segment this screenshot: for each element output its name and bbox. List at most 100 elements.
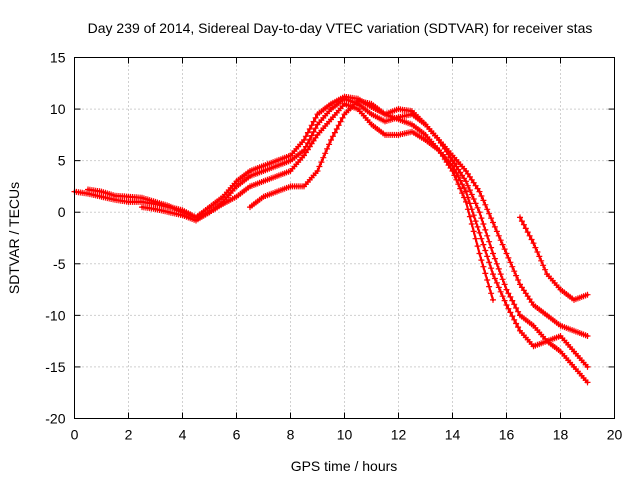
data-point	[248, 174, 252, 178]
x-tick-label: 6	[233, 427, 241, 443]
data-point	[491, 298, 495, 302]
data-point	[424, 138, 427, 142]
data-point	[262, 195, 265, 199]
data-point	[370, 112, 373, 116]
data-point	[491, 252, 495, 255]
data-point	[140, 200, 144, 204]
data-point	[532, 345, 535, 348]
data-point	[262, 169, 265, 173]
data-point	[140, 205, 144, 209]
y-tick-label: 10	[50, 101, 66, 117]
data-point	[235, 179, 238, 183]
data-point	[127, 195, 130, 199]
data-point	[140, 196, 144, 200]
y-tick-label: 15	[50, 50, 66, 66]
data-point	[343, 112, 346, 116]
data-point	[572, 350, 576, 353]
data-point	[316, 123, 319, 126]
x-tick-label: 20	[607, 427, 623, 443]
data-point	[329, 107, 333, 111]
x-tick-label: 2	[125, 427, 133, 443]
series-track-d	[247, 97, 496, 303]
data-point	[316, 112, 319, 116]
data-point	[248, 185, 252, 188]
y-tick-labels: -20 -15 -10 -5 0 5 10 15	[45, 50, 65, 427]
data-point	[383, 133, 387, 137]
data-point	[302, 185, 306, 188]
x-tick-label: 16	[499, 427, 515, 443]
data-point	[127, 200, 130, 204]
data-point	[505, 288, 508, 291]
series-markers	[247, 97, 496, 303]
tick-marks	[74, 57, 615, 419]
series-markers	[85, 95, 591, 370]
data-point	[235, 185, 238, 188]
data-point	[397, 118, 400, 121]
data-point	[397, 107, 400, 111]
data-point	[478, 190, 481, 193]
series-line	[140, 102, 589, 384]
data-point	[194, 216, 198, 219]
data-point	[113, 198, 117, 202]
data-point	[356, 107, 360, 111]
data-point	[235, 195, 238, 199]
data-point	[572, 365, 576, 369]
x-tick-labels: 0 2 4 6 8 10 12 14 16 18 20	[71, 427, 623, 443]
data-point	[464, 169, 468, 173]
data-point	[586, 334, 589, 338]
data-point	[464, 190, 468, 193]
data-point	[302, 154, 306, 157]
data-point	[410, 130, 414, 134]
data-point	[329, 102, 333, 106]
series-line	[86, 97, 589, 368]
data-point	[289, 159, 292, 162]
data-point	[559, 350, 562, 353]
data-point	[451, 164, 454, 168]
data-point	[154, 207, 157, 211]
data-point	[410, 123, 414, 126]
data-point	[518, 283, 522, 286]
data-point	[478, 252, 481, 255]
data-point	[289, 185, 292, 188]
data-point	[424, 133, 427, 137]
y-tick-label: 0	[58, 204, 66, 220]
y-axis-label: SDTVAR / TECUs	[6, 182, 22, 294]
data-point	[302, 138, 306, 142]
data-point	[154, 200, 157, 204]
x-tick-label: 0	[71, 427, 79, 443]
series-markers	[517, 214, 591, 303]
data-point	[491, 221, 495, 224]
data-point	[532, 303, 535, 307]
y-tick-label: -15	[45, 359, 65, 375]
data-point	[167, 204, 171, 208]
data-point	[289, 154, 292, 157]
series-markers	[139, 100, 591, 386]
data-point	[275, 190, 279, 193]
data-point	[559, 324, 562, 327]
series-track-c	[139, 100, 591, 386]
data-point	[221, 195, 225, 199]
data-point	[113, 194, 117, 198]
data-point	[451, 169, 454, 173]
data-point	[505, 303, 508, 307]
data-point	[437, 149, 441, 152]
data-point	[586, 293, 589, 297]
data-point	[275, 164, 279, 168]
data-point	[545, 272, 549, 276]
y-tick-label: -10	[45, 307, 65, 323]
data-point	[397, 133, 400, 137]
data-point	[532, 241, 535, 245]
data-point	[370, 105, 373, 109]
data-point	[478, 210, 481, 214]
data-point	[437, 138, 441, 142]
data-point	[370, 123, 373, 126]
data-point	[100, 190, 103, 193]
data-point	[275, 159, 279, 162]
data-point	[559, 288, 562, 291]
data-point	[275, 174, 279, 178]
data-point	[302, 149, 306, 152]
data-point	[410, 112, 414, 116]
data-point	[370, 102, 373, 106]
data-point	[329, 138, 333, 142]
